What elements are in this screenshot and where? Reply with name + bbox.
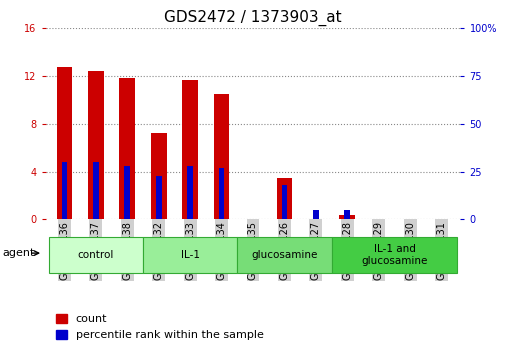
Bar (93, 162, 98, 219)
Bar (143, 237, 237, 273)
Bar (218, 168, 224, 219)
Bar (88, 72, 104, 219)
Bar (182, 80, 197, 219)
Bar (156, 176, 161, 219)
Bar (57, 67, 72, 219)
Text: agent: agent (3, 248, 35, 258)
Bar (313, 210, 318, 219)
Title: GDS2472 / 1373903_at: GDS2472 / 1373903_at (164, 9, 341, 25)
Text: IL-1: IL-1 (180, 250, 199, 260)
Legend: count, percentile rank within the sample: count, percentile rank within the sample (51, 309, 267, 345)
Text: glucosamine: glucosamine (251, 250, 317, 260)
Bar (119, 79, 135, 219)
Text: control: control (77, 250, 114, 260)
Text: IL-1 and
glucosamine: IL-1 and glucosamine (361, 244, 427, 266)
Bar (48, 237, 143, 273)
Bar (124, 166, 130, 219)
Bar (339, 215, 355, 219)
Bar (187, 166, 192, 219)
Bar (237, 237, 331, 273)
Bar (276, 178, 292, 219)
Bar (62, 162, 67, 219)
Bar (281, 185, 287, 219)
Bar (150, 133, 166, 219)
Bar (344, 210, 349, 219)
Bar (331, 237, 457, 273)
Bar (213, 94, 229, 219)
